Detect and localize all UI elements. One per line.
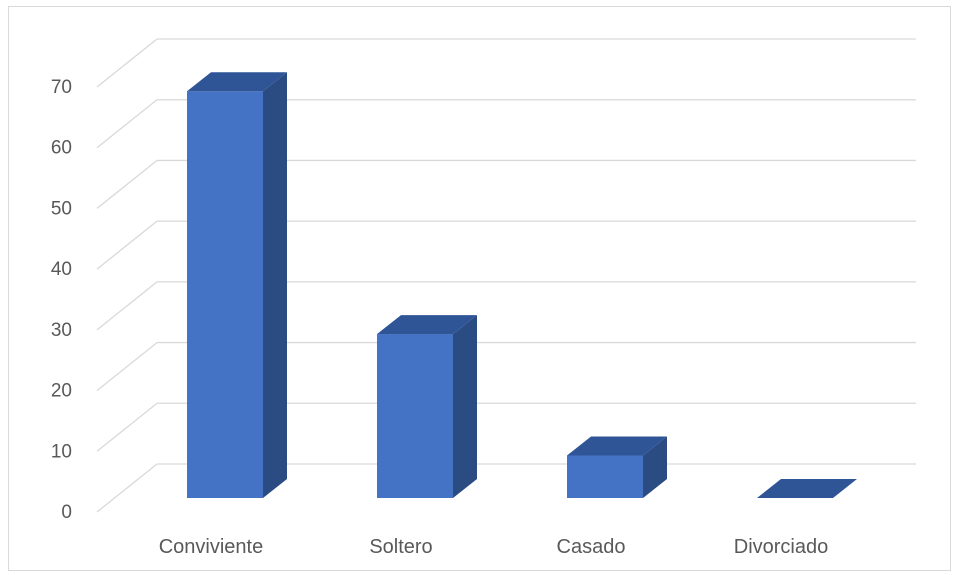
bar-conviviente [187,72,287,498]
bar-front [377,334,453,498]
bar-front [187,91,263,498]
y-tick-label: 70 [51,77,72,98]
bars [187,72,857,498]
gridline-side [96,99,158,149]
bar-top [567,436,667,456]
y-tick-label: 50 [51,198,72,219]
bar-soltero [377,315,477,498]
gridline-side [96,342,158,392]
gridline-side [96,38,158,88]
y-tick-label: 60 [51,138,72,159]
category-label: Divorciado [734,536,828,558]
y-tick-label: 0 [61,502,72,523]
y-tick-label: 20 [51,381,72,402]
y-tick-label: 10 [51,441,72,462]
x-axis-labels: Conviviente Soltero Casado Divorciado [159,536,829,558]
gridline-side [96,402,158,452]
bar-side [453,315,477,498]
gridline-side [96,463,158,513]
bar-top [757,479,857,498]
bar-front [567,455,643,498]
y-tick-label: 40 [51,259,72,280]
category-label: Conviviente [159,536,264,558]
bar-side [643,436,667,498]
gridline-side [96,281,158,331]
gridline-side [96,220,158,270]
bar-top [187,72,287,92]
category-label: Soltero [369,536,432,558]
y-axis-ticks: 0 10 20 30 40 50 60 70 [51,77,72,523]
y-tick-label: 30 [51,320,72,341]
bar-divorciado [757,479,857,498]
bar-side [263,72,287,498]
bar-top [377,315,477,335]
category-label: Casado [557,536,626,558]
bar-casado [567,436,667,498]
gridline-side [96,159,158,209]
